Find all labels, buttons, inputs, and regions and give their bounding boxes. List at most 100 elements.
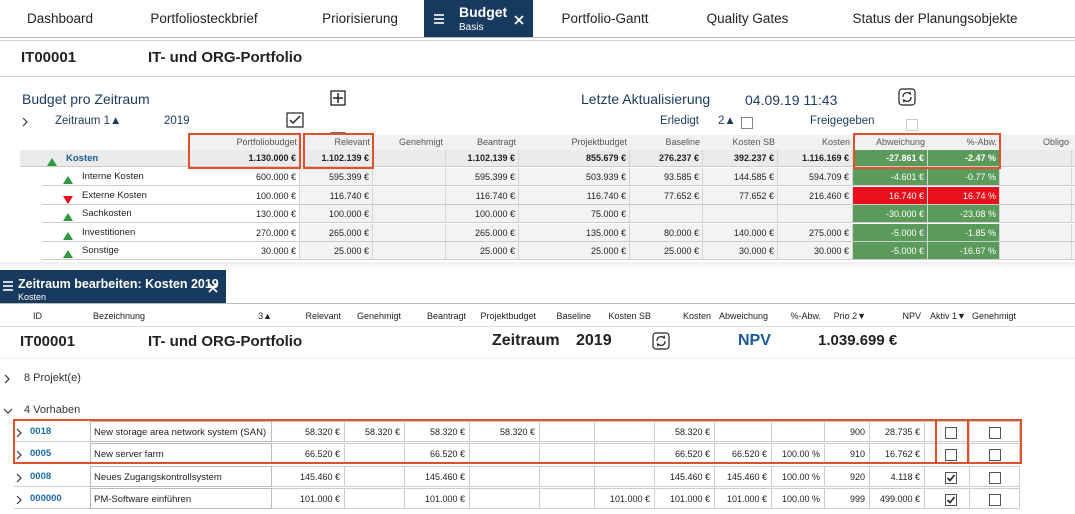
column-header[interactable]: %-Abw. (790, 311, 821, 321)
done-checkbox[interactable] (741, 116, 753, 129)
cell: 28.735 € (870, 421, 925, 442)
section-title: Budget pro Zeitraum (22, 91, 150, 107)
cell: 270.000 € (226, 223, 300, 242)
aktiv-checkbox[interactable] (945, 493, 957, 506)
genehmigt-checkbox[interactable] (989, 471, 1001, 484)
column-header[interactable]: ID (33, 311, 42, 321)
highlight-box (935, 419, 969, 464)
cell: 93.585 € (630, 168, 703, 186)
column-header[interactable]: Projektbudget (480, 311, 536, 321)
icon (989, 427, 1001, 439)
column-header[interactable]: Kosten (682, 311, 711, 321)
cell: -1.85 % (928, 223, 1000, 242)
column-header[interactable]: Baseline (556, 311, 591, 321)
icon-shape (652, 332, 670, 350)
icon (906, 119, 918, 131)
cell: 276.237 € (630, 150, 703, 167)
column-header: Relevant (334, 137, 370, 147)
menu-icon[interactable] (2, 279, 14, 293)
aktiv-checkbox[interactable] (945, 448, 957, 461)
cell (1000, 168, 1072, 186)
collapse-chevron[interactable] (2, 404, 14, 416)
icon-shape (16, 473, 22, 483)
genehmigt-checkbox[interactable] (989, 448, 1001, 461)
expand-chevron[interactable] (14, 448, 26, 460)
item-id[interactable]: 0008 (30, 471, 52, 482)
row-label: Interne Kosten (82, 171, 144, 182)
nav-tab[interactable]: Quality Gates (706, 11, 789, 26)
cell (715, 421, 772, 442)
cell (630, 205, 703, 223)
expand-chevron[interactable] (20, 115, 32, 127)
period-label[interactable]: Zeitraum 1▲ (55, 115, 122, 127)
expand-chevron[interactable] (14, 493, 26, 505)
refresh-button[interactable] (898, 88, 916, 106)
expand-chevron[interactable] (14, 471, 26, 483)
cell: 100.000 € (300, 205, 373, 223)
column-header[interactable]: Abweichung (718, 311, 768, 321)
expand-chevron[interactable] (14, 426, 26, 438)
cell (373, 168, 446, 186)
done-sort[interactable]: 2▲ (718, 115, 736, 127)
column-header[interactable]: Beantragt (426, 311, 466, 321)
icon-shape (22, 117, 28, 127)
column-header[interactable]: NPV (902, 311, 921, 321)
icon-shape (989, 449, 1001, 461)
expand-chevron[interactable] (2, 372, 14, 384)
cell: 855.679 € (519, 150, 630, 167)
menu-icon[interactable] (433, 12, 445, 26)
nav-tab[interactable]: Portfoliosteckbrief (150, 11, 258, 26)
column-header[interactable]: Bezeichnung (93, 311, 146, 321)
confirm-button[interactable] (286, 112, 304, 128)
icon (741, 117, 753, 129)
portfolio-id: IT00001 (21, 49, 77, 66)
cell (1000, 186, 1072, 205)
cell (772, 421, 825, 442)
cell: 25.000 € (630, 242, 703, 260)
group-label[interactable]: 8 Projekt(e) (24, 372, 81, 384)
column-header: Obligo (1042, 137, 1069, 147)
icon (989, 494, 1001, 506)
close-tab[interactable] (513, 13, 525, 25)
icon-shape (330, 90, 346, 106)
add-button[interactable] (330, 90, 346, 106)
trend-icon (46, 154, 58, 166)
row-label-cell (42, 242, 226, 260)
cell: 145.460 € (272, 466, 345, 487)
icon-shape (4, 374, 10, 384)
close-editor[interactable] (207, 281, 219, 293)
nav-tab[interactable]: Dashboard (26, 11, 94, 26)
genehmigt-checkbox[interactable] (989, 426, 1001, 439)
cell: 101.000 € (655, 488, 715, 509)
icon-shape (16, 495, 22, 505)
nav-tab[interactable]: Priorisierung (322, 11, 398, 26)
tab-label[interactable]: Budget (459, 4, 508, 20)
column-header[interactable]: Genehmigt (972, 311, 1017, 321)
genehmigt-checkbox[interactable] (989, 493, 1001, 506)
item-id[interactable]: 000000 (30, 493, 62, 504)
aktiv-checkbox[interactable] (945, 426, 957, 439)
aktiv-checkbox[interactable] (945, 471, 957, 484)
nav-tab[interactable]: Portfolio-Gantt (561, 11, 649, 26)
icon (63, 213, 73, 221)
column-header[interactable]: Kosten SB (608, 311, 651, 321)
nav-tab[interactable]: Status der Planungsobjekte (852, 11, 1018, 26)
cell: -23.08 % (928, 205, 1000, 223)
item-id[interactable]: 0005 (30, 448, 52, 459)
group-label[interactable]: 4 Vorhaben (24, 404, 81, 416)
released-checkbox[interactable] (906, 118, 918, 131)
icon (3, 408, 13, 414)
column-header[interactable]: 3▲ (258, 311, 272, 321)
trend-icon (62, 246, 74, 258)
column-header[interactable]: Genehmigt (356, 311, 401, 321)
editor-tab[interactable] (0, 270, 226, 303)
item-id[interactable]: 0018 (30, 426, 52, 437)
column-header[interactable]: Aktiv 1▼ (930, 311, 966, 321)
column-header[interactable]: Prio 2▼ (833, 311, 866, 321)
cell: 30.000 € (778, 242, 853, 260)
cell: 4.118 € (870, 466, 925, 487)
cell (1000, 242, 1072, 260)
refresh-button[interactable] (652, 332, 670, 350)
cell: 30.000 € (703, 242, 778, 260)
column-header[interactable]: Relevant (305, 311, 341, 321)
